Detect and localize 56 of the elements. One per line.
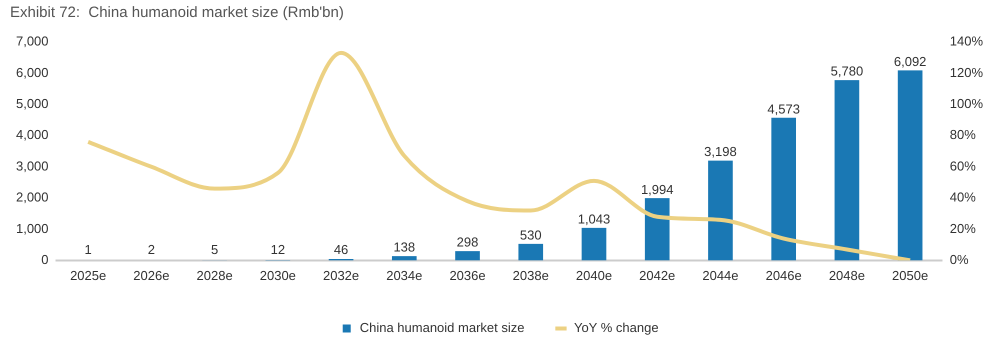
x-tick-label: 2046e xyxy=(766,268,802,283)
data-label: 12 xyxy=(270,242,286,257)
y2-tick-label: 20% xyxy=(950,220,976,236)
y-tick-label: 4,000 xyxy=(16,127,49,142)
y-tick-label: 7,000 xyxy=(16,34,49,49)
x-tick-label: 2036e xyxy=(449,268,486,283)
data-label: 5,780 xyxy=(830,64,864,79)
data-label: 46 xyxy=(334,242,348,257)
data-label: 1,043 xyxy=(578,211,610,226)
x-tick-label: 2042e xyxy=(639,268,676,283)
x-tick-label: 2040e xyxy=(576,268,612,283)
bar xyxy=(708,160,733,260)
x-tick-label: 2044e xyxy=(702,268,739,283)
x-tick-label: 2030e xyxy=(260,268,296,283)
bar xyxy=(898,70,922,260)
data-label: 530 xyxy=(520,227,542,242)
legend-label: YoY % change xyxy=(574,320,659,336)
y2-tick-label: 120% xyxy=(950,64,984,80)
bar xyxy=(518,244,544,260)
legend-label: China humanoid market size xyxy=(360,320,524,336)
y-tick-label: 5,000 xyxy=(16,96,49,111)
y2-tick-label: 60% xyxy=(950,158,976,174)
x-tick-label: 2032e xyxy=(322,268,360,283)
bar xyxy=(392,256,417,260)
x-tick-label: 2038e xyxy=(512,268,549,283)
x-tick-label: 2050e xyxy=(892,268,928,283)
y2-tick-label: 100% xyxy=(950,96,984,111)
y-tick-label: 1,000 xyxy=(16,220,49,236)
data-label: 5 xyxy=(210,242,218,257)
data-label: 3,198 xyxy=(704,144,737,160)
bar xyxy=(455,251,480,260)
bar xyxy=(771,118,796,260)
data-label: 138 xyxy=(393,240,416,255)
chart-title: Exhibit 72: China humanoid market size (Rmb'bn) xyxy=(10,4,344,21)
bar xyxy=(582,228,606,260)
x-tick-label: 2025e xyxy=(70,268,106,283)
data-label: 1,994 xyxy=(640,182,674,197)
data-label: 1 xyxy=(84,242,92,257)
bar xyxy=(834,80,860,260)
y-tick-label: 6,000 xyxy=(16,64,49,80)
bar xyxy=(644,198,670,260)
data-label: 298 xyxy=(456,234,478,250)
x-tick-label: 2028e xyxy=(196,268,233,283)
x-tick-label: 2034e xyxy=(386,268,422,283)
data-label: 6,092 xyxy=(894,54,926,69)
data-label: 2 xyxy=(148,242,155,257)
y-tick-label: 0 xyxy=(41,252,49,267)
y2-tick-label: 140% xyxy=(950,34,984,49)
y2-tick-label: 80% xyxy=(950,127,976,142)
y-tick-label: 3,000 xyxy=(16,158,49,174)
y2-tick-label: 0% xyxy=(950,252,969,267)
data-label: 4,573 xyxy=(767,101,800,116)
y-tick-label: 2,000 xyxy=(16,190,49,205)
x-tick-label: 2048e xyxy=(828,268,865,283)
y2-tick-label: 40% xyxy=(950,190,976,205)
x-tick-label: 2026e xyxy=(133,268,170,283)
